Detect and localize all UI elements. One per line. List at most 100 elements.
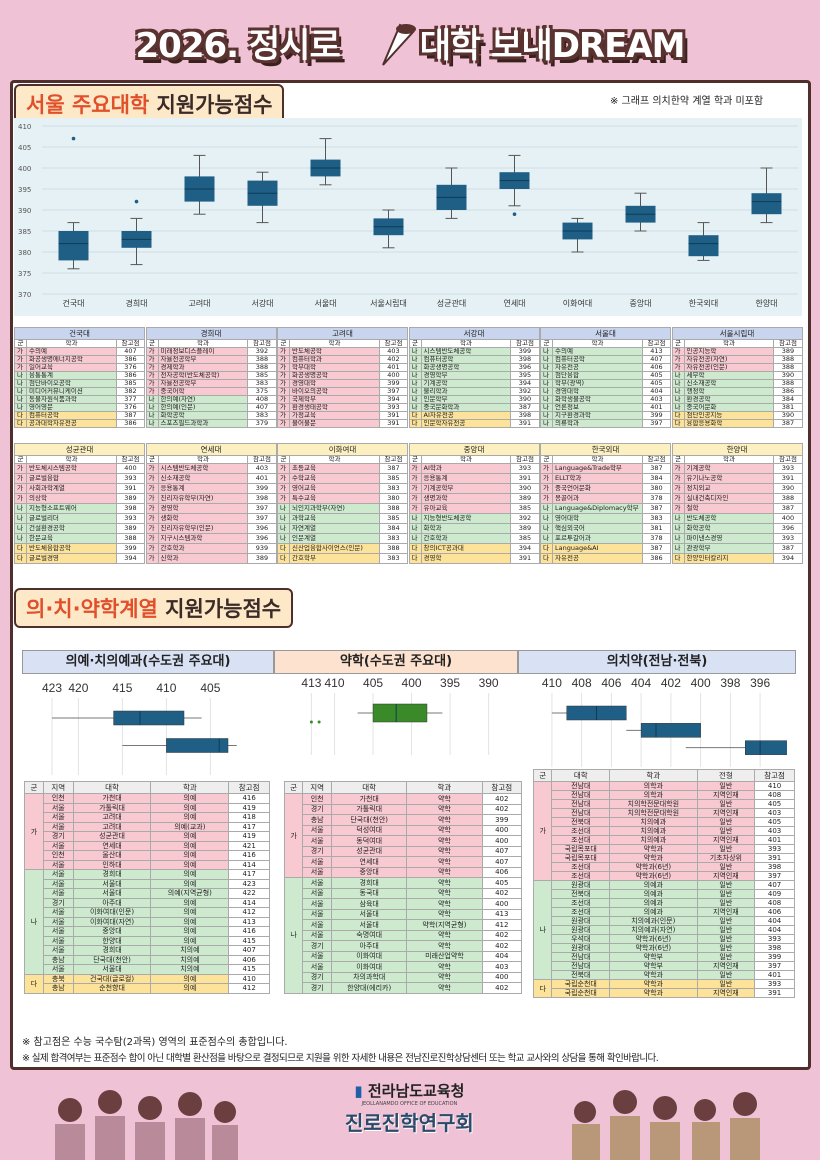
col-header: 지역 — [42, 781, 74, 794]
group-cell: 가 — [145, 503, 159, 514]
group-cell: 나 — [540, 347, 553, 356]
score-cell: 388 — [773, 363, 803, 372]
col-header: 참고점 — [773, 339, 803, 348]
cell: 한양대 — [72, 935, 152, 946]
x-tick-label: 경희대 — [125, 298, 147, 308]
y-tick-label: 400 — [18, 165, 31, 173]
group-cell: 가 — [145, 483, 159, 494]
col-header: 학과 — [157, 455, 249, 464]
dept-cell: 물리학과 — [420, 387, 512, 396]
table-row: 나 환경공학 384 — [671, 395, 803, 404]
table-row: 국립목포대 약학과 기초차상위 391 — [534, 853, 795, 863]
poster-title: 2026. 정시로 대학 보내DREAM — [0, 18, 820, 67]
cell: 의예 — [150, 840, 230, 851]
cell: 408 — [754, 898, 795, 908]
box-건국대 — [58, 231, 89, 261]
cell: 의예 — [150, 802, 230, 813]
table-row: 가 경제학과 388 — [145, 363, 277, 372]
group-cell: 나 — [671, 513, 685, 524]
table-row: 나 건설환경공학 389 — [14, 523, 146, 534]
cell: 치의예 — [150, 964, 230, 975]
table-row: 나 서울 경희대 약학 405 — [283, 877, 523, 994]
cell: 의예과 — [609, 898, 698, 908]
cell: 서울 — [42, 916, 74, 927]
score-cell: 394 — [115, 553, 146, 564]
cell: 서울 — [42, 802, 74, 813]
col-header: 학과 — [420, 339, 512, 348]
cell: 성균관대 — [331, 845, 408, 857]
table-row: 서울 서울대 의예(지역균형) 422 — [25, 888, 270, 899]
dept-cell: 철학 — [683, 503, 775, 514]
table-row: 경기 차의과학대 약학 400 — [285, 971, 523, 983]
table-row: 가 자율전공학부 383 — [145, 379, 277, 388]
group-cell: 나 — [671, 543, 685, 554]
cell: 일반 — [696, 889, 756, 899]
cell: 413 — [228, 916, 270, 927]
cell: 지역인재 — [696, 808, 756, 818]
group-cell: 가 — [277, 403, 290, 412]
cell: 405 — [754, 817, 795, 827]
table-row: 가 수의예 407 — [14, 347, 146, 356]
score-cell: 398 — [247, 493, 277, 504]
x-tick-label: 396 — [750, 676, 770, 690]
cell: 일반 — [696, 826, 756, 836]
cell: 402 — [481, 982, 523, 994]
dept-cell: 시스템반도체공학 — [420, 347, 512, 356]
univ-table-한국외대: 한국외대 군 학과 참고점 가 Language&Trade학부 387 가 ELLT학과 38… — [540, 443, 672, 564]
org-name-en: JEOLLANAMDO OFFICE OF EDUCATION — [361, 1101, 458, 1107]
medical-boxplot: 423 420 415 410 405 — [42, 681, 237, 775]
cell: 약학 — [406, 793, 483, 805]
table-row: 서울 덕성여대 약학 400 — [285, 824, 523, 836]
dept-cell: 경영대학 — [289, 379, 380, 388]
cell: 가톨릭대 — [331, 803, 408, 815]
group-cell: 나 — [408, 395, 422, 404]
score-cell: 401 — [641, 403, 672, 412]
univ-name: 연세대 — [145, 443, 277, 456]
cell: 이화여대 — [331, 961, 408, 973]
table-row: 우석대 약학과(6년) 일반 393 — [534, 934, 795, 944]
group-cell: 나 — [14, 533, 27, 544]
cell: 경희대 — [331, 877, 408, 889]
dept-cell: 자유전공(자연) — [683, 355, 775, 364]
score-cell: 387 — [115, 411, 146, 420]
dept-cell: 유아교육 — [420, 503, 512, 514]
table-row: 나 미디어커뮤니케이션 382 — [14, 387, 146, 396]
group-cell: 다 — [671, 419, 685, 428]
table-row: 원광대 약학과(6년) 일반 398 — [534, 943, 795, 953]
dept-cell: 수의예 — [552, 347, 643, 356]
score-cell: 378 — [641, 533, 672, 544]
cell: 407 — [481, 845, 523, 857]
dept-cell: 경제학과 — [157, 363, 249, 372]
dept-cell: 자율전공학부 — [157, 379, 249, 388]
dept-cell: 환경공학 — [683, 395, 775, 404]
univ-name: 이화여대 — [277, 443, 408, 456]
cell: 412 — [481, 919, 523, 931]
table-row: 나 동물자원식품과학 377 — [14, 395, 146, 404]
dept-cell: 자유전공 — [552, 553, 643, 564]
table-row: 다 간호학부 383 — [277, 553, 409, 564]
cell: 조선대 — [551, 862, 611, 872]
univ-name: 서울대 — [540, 327, 671, 340]
table-row: 서울 가톨릭대 의예 419 — [25, 802, 270, 813]
col-header: 군 — [277, 339, 290, 348]
dept-cell: 한양인터칼리지 — [683, 553, 775, 564]
table-row: 가 기계공학 393 — [671, 463, 803, 474]
group-cell: 나 — [671, 403, 685, 412]
cell: 국립순천대 — [551, 979, 611, 989]
table-row: 나 경영대학 404 — [540, 387, 672, 396]
group-cell: 나 — [145, 419, 159, 428]
cell: 400 — [481, 971, 523, 983]
cell: 407 — [754, 880, 795, 890]
cell: 일반 — [696, 934, 756, 944]
cell: 403 — [754, 808, 795, 818]
cell: 약학과(6년) — [609, 943, 698, 953]
cell: 조선대 — [551, 907, 611, 917]
group-cell: 가 — [145, 363, 159, 372]
group-cell: 다 — [408, 553, 422, 564]
y-tick-label: 385 — [18, 228, 31, 236]
dept-cell: 포르투갈어과 — [552, 533, 643, 544]
sub-header-pharmacy: 약학(수도권 주요대) — [274, 650, 518, 674]
cell: 충남 — [42, 983, 74, 994]
score-cell: 387 — [378, 463, 409, 474]
cell: 406 — [481, 866, 523, 878]
